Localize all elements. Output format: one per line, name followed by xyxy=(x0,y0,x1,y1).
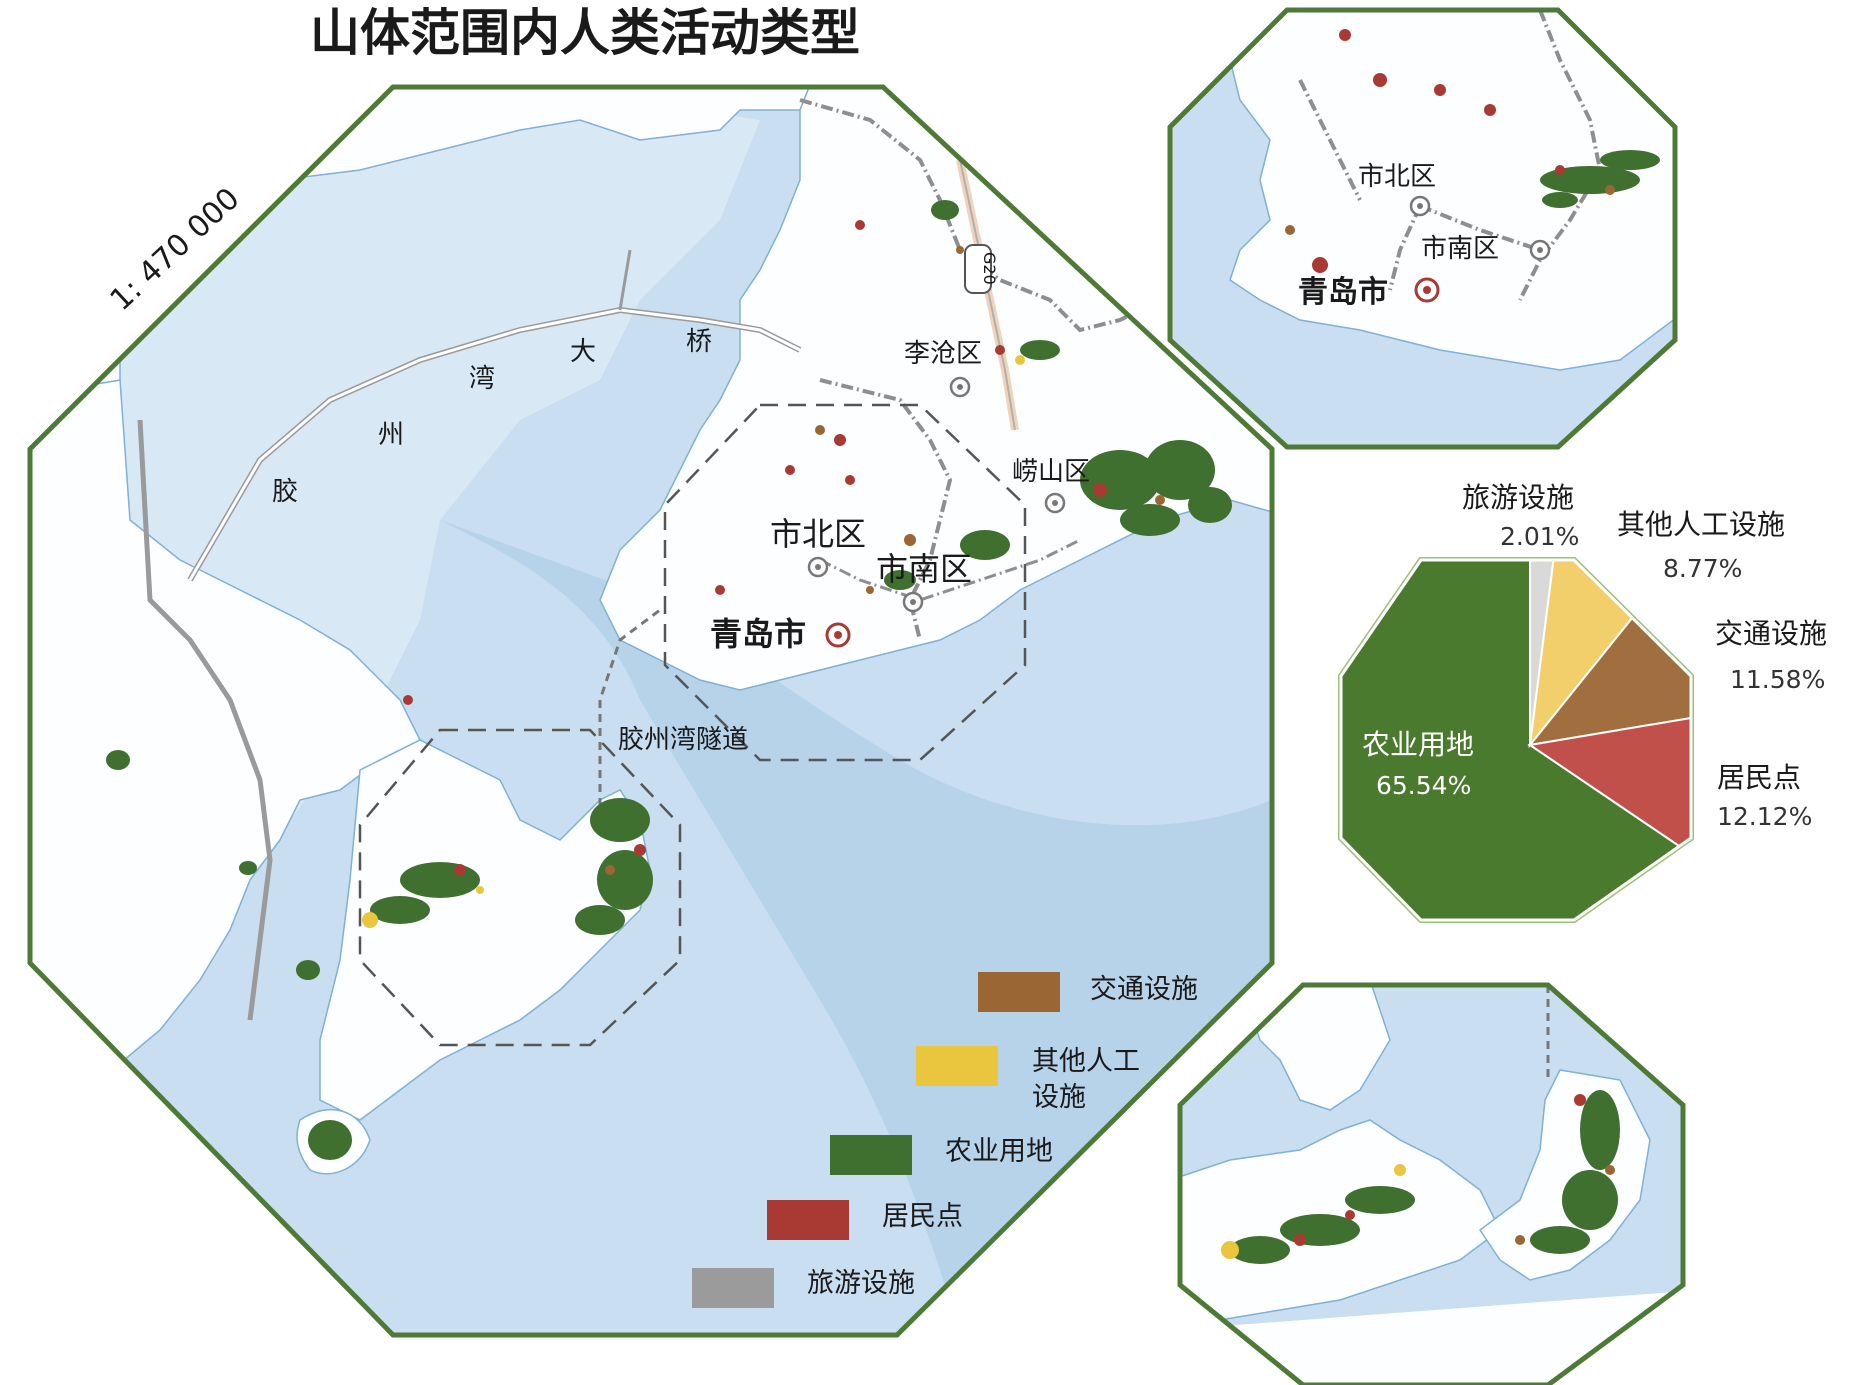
label-zhou: 州 xyxy=(378,420,404,450)
label-da: 大 xyxy=(570,337,596,367)
activity-patches xyxy=(106,200,1232,1160)
road-city-2 xyxy=(819,538,1081,602)
sea-deep xyxy=(440,520,1272,1335)
pie-percent-1: 2.01% xyxy=(1500,522,1579,551)
page-title: 山体范围内人类活动类型 xyxy=(310,4,860,62)
pie-percent-4: 12.12% xyxy=(1717,802,1812,831)
legend-swatch-4 xyxy=(692,1268,774,1308)
main-map-frame xyxy=(27,84,1275,1338)
district-markers xyxy=(807,376,1066,648)
legend-swatch-1 xyxy=(916,1046,998,1086)
legend-label-1: 设施 xyxy=(1032,1082,1086,1113)
label-licang: 李沧区 xyxy=(904,339,982,369)
bay-tunnel xyxy=(598,608,661,820)
legend-label-3: 居民点 xyxy=(882,1201,963,1232)
label-wan: 湾 xyxy=(469,364,495,394)
label-jiao: 胶 xyxy=(272,477,298,507)
label-shibei: 市北区 xyxy=(770,515,866,553)
inset-label-shibei: 市北区 xyxy=(1358,162,1436,192)
inset-city: 市北区 市南区 青岛市 xyxy=(1170,10,1675,447)
pie-chart: 农业用地 65.54% 旅游设施 2.01% 其他人工设施 8.77% 交通设施 11.58%… xyxy=(1338,481,1827,923)
legend-label-1: 其他人工 xyxy=(1032,1046,1140,1077)
inset-label-shinan: 市南区 xyxy=(1421,234,1499,264)
inset-huangdao-land-south xyxy=(1180,1290,1683,1385)
pie-label-1: 旅游设施 xyxy=(1462,481,1574,514)
inset-city-frame xyxy=(1167,7,1678,450)
bridge-spur xyxy=(618,249,632,311)
legend-label-4: 旅游设施 xyxy=(807,1268,915,1299)
pie-label-3: 交通设施 xyxy=(1715,617,1827,650)
label-laoshan: 崂山区 xyxy=(1012,457,1090,487)
road-east xyxy=(799,98,1182,333)
pie-percent-2: 8.77% xyxy=(1663,554,1742,583)
road-highway-edge xyxy=(959,159,1016,431)
pie-percent-3: 11.58% xyxy=(1730,665,1825,694)
g20-label: G20 xyxy=(980,252,999,285)
label-qiao: 桥 xyxy=(686,327,712,357)
pie-label-0: 农业用地 xyxy=(1362,728,1474,761)
label-qingdao: 青岛市 xyxy=(710,615,806,653)
label-tunnel: 胶州湾隧道 xyxy=(618,725,748,755)
bay-bridge-inner xyxy=(188,308,801,581)
pie-label-2: 其他人工设施 xyxy=(1617,508,1785,541)
legend-label-2: 农业用地 xyxy=(945,1136,1053,1167)
inset-huangdao xyxy=(1180,985,1683,1385)
road-west xyxy=(137,419,273,1021)
g20-shield xyxy=(964,244,992,294)
inset-huangdao-patches xyxy=(1221,1090,1620,1264)
pie-label-4: 居民点 xyxy=(1717,761,1801,794)
zoom-area-city xyxy=(663,403,1027,762)
legend-label-0: 交通设施 xyxy=(1090,974,1198,1005)
legend-swatch-0 xyxy=(978,972,1060,1012)
legend-swatch-2 xyxy=(830,1135,912,1175)
main-map: G20 胶 州 湾 大 桥 李沧区 崂山区 市北区 市南区 青岛市 胶州湾隧道 … xyxy=(30,87,1272,1335)
zoom-area-huangdao xyxy=(358,728,682,1047)
inset-city-patches xyxy=(1285,29,1660,273)
inset-city-land xyxy=(1229,10,1675,371)
pie-percent-0: 65.54% xyxy=(1376,771,1471,800)
inset-label-qingdao: 青岛市 xyxy=(1298,275,1388,310)
legend-swatch-3 xyxy=(767,1200,849,1240)
land-huangdao xyxy=(319,739,651,1121)
inset-huangdao-frame xyxy=(1177,982,1686,1385)
pie-inner-frame xyxy=(1339,558,1693,922)
label-shinan: 市南区 xyxy=(876,550,972,588)
